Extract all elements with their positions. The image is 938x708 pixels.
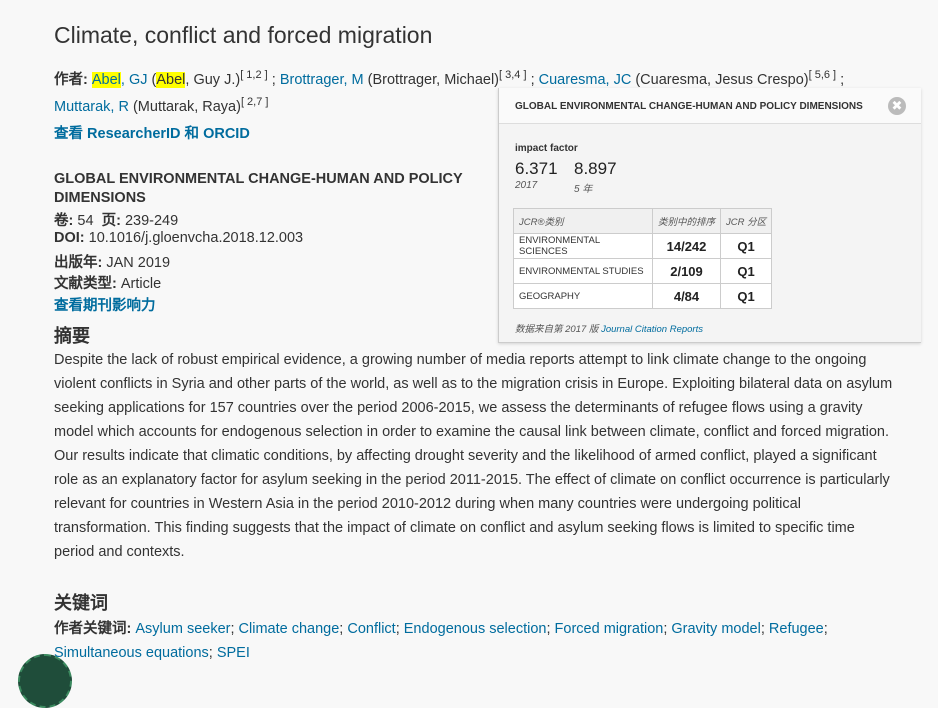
authors-line: 作者: Abel, GJ (Abel, Guy J.)[ 1,2 ] ; Bro… [54, 69, 845, 88]
pub-year: 出版年: JAN 2019 [54, 255, 171, 271]
five-year-label: 5 年 [574, 184, 593, 195]
keyword-link[interactable]: Simultaneous equations [54, 645, 209, 661]
floating-widget[interactable] [18, 654, 72, 708]
close-icon[interactable]: ✖ [888, 97, 906, 115]
page-title: Climate, conflict and forced migration [54, 22, 433, 48]
abstract-heading: 摘要 [54, 326, 90, 346]
impact-factor-value: 6.371 [515, 159, 558, 178]
abstract-text: Despite the lack of robust empirical evi… [54, 352, 893, 560]
authors-line-2: Muttarak, R (Muttarak, Raya)[ 2,7 ] [54, 96, 269, 115]
table-row: ENVIRONMENTAL SCIENCES 14/242 Q1 [513, 233, 773, 259]
table-row: GEOGRAPHY 4/84 Q1 [513, 283, 773, 309]
table-row: ENVIRONMENTAL STUDIES 2/109 Q1 [513, 258, 773, 284]
affiliation-ref[interactable]: [ 2,7 ] [240, 96, 269, 108]
jcr-link[interactable]: Journal Citation Reports [601, 324, 703, 335]
author-keywords: 作者关键词: Asylum seeker; Climate change; Co… [54, 621, 828, 661]
authors-label: 作者: [54, 72, 88, 88]
popup-title: GLOBAL ENVIRONMENTAL CHANGE-HUMAN AND PO… [515, 101, 863, 112]
keywords-heading: 关键词 [54, 593, 108, 613]
keyword-link[interactable]: Asylum seeker [135, 621, 231, 637]
affiliation-ref[interactable]: [ 1,2 ] [240, 69, 268, 82]
impact-factor-label: impact factor [515, 143, 578, 154]
jcr-source: 数据来自第 2017 版 Journal Citation Reports [515, 324, 703, 335]
view-impact-link[interactable]: 查看期刊影响力 [54, 298, 156, 314]
impact-factor-year: 2017 [515, 180, 538, 191]
doc-type: 文献类型: Article [54, 276, 162, 292]
author-link[interactable]: Cuaresma, JC [538, 72, 632, 88]
keyword-link[interactable]: Gravity model [671, 621, 761, 637]
keyword-link[interactable]: SPEI [216, 645, 250, 661]
jcr-table: JCR®类别 类别中的排序 JCR 分区 ENVIRONMENTAL SCIENCE… [513, 208, 773, 309]
keyword-link[interactable]: Endogenous selection [403, 621, 547, 637]
volume-pages: 卷: 54 页: 239-249 [54, 213, 179, 229]
author-link[interactable]: Brottrager, M [279, 72, 364, 88]
five-year-impact-value: 8.897 [574, 159, 617, 178]
author-link[interactable]: Abel, GJ [91, 72, 148, 88]
author-link[interactable]: Muttarak, R [54, 98, 129, 115]
keyword-link[interactable]: Refugee [768, 621, 824, 637]
affiliation-ref[interactable]: [ 3,4 ] [499, 69, 527, 82]
keyword-link[interactable]: Forced migration [554, 621, 664, 637]
affiliation-ref[interactable]: [ 5,6 ] [808, 69, 837, 82]
journal-name[interactable]: GLOBAL ENVIRONMENTAL CHANGE-HUMAN AND PO… [54, 171, 463, 206]
keyword-link[interactable]: Climate change [238, 621, 340, 637]
doi: DOI: 10.1016/j.gloenvcha.2018.12.003 [54, 230, 304, 246]
keyword-link[interactable]: Conflict [347, 621, 396, 637]
researcherid-orcid-link[interactable]: 查看 ResearcherID 和 ORCID [54, 126, 250, 142]
journal-impact-popup: GLOBAL ENVIRONMENTAL CHANGE-HUMAN AND PO… [498, 88, 921, 343]
